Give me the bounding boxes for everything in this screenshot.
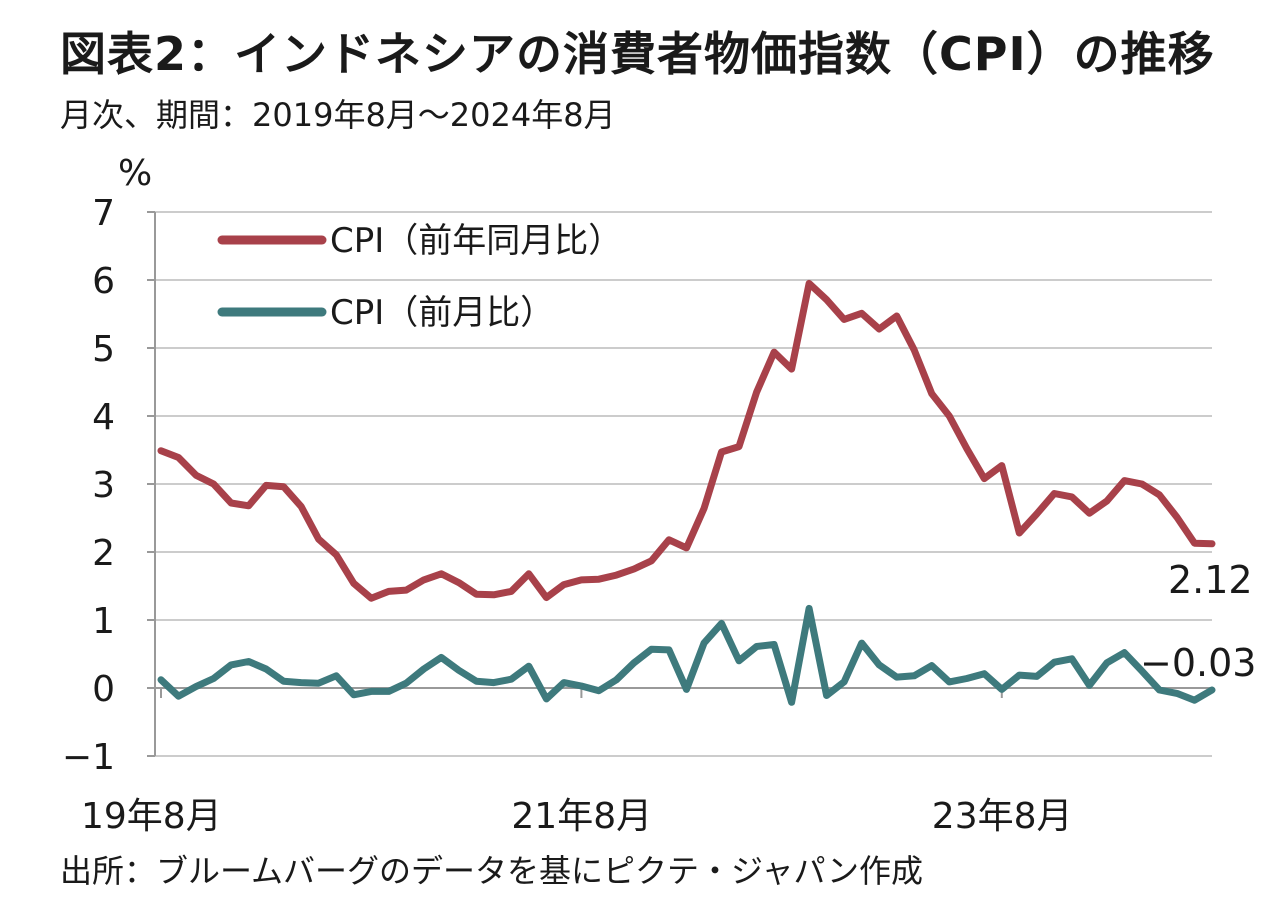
y-tick-label: 3: [92, 465, 115, 506]
gridlines: [155, 211, 1212, 757]
end-label-cpi-mom: −0.03: [1140, 641, 1256, 685]
y-tick-label: 4: [92, 397, 115, 438]
y-tick-label: 7: [92, 193, 115, 234]
legend-label-cpi-mom: CPI（前月比）: [330, 293, 554, 333]
chart-title: 図表2：インドネシアの消費者物価指数（CPI）の推移: [60, 27, 1215, 81]
x-tick-label: 19年8月: [81, 796, 222, 837]
y-tick-label: 0: [92, 669, 115, 710]
y-tick-label: 1: [92, 601, 115, 642]
legend: CPI（前年同月比） CPI（前月比）: [217, 221, 622, 333]
x-tick-labels: 19年8月 21年8月 23年8月: [81, 796, 1073, 837]
series-lines: [157, 279, 1216, 706]
y-tick-label: −1: [62, 737, 115, 778]
y-tick-label: 5: [92, 329, 115, 370]
y-tick-label: 2: [92, 533, 115, 574]
x-tick-label: 21年8月: [511, 796, 652, 837]
series-line-cpi-yoy: [157, 279, 1216, 602]
legend-label-cpi-yoy: CPI（前年同月比）: [330, 221, 622, 261]
y-tick-label: 6: [92, 261, 115, 302]
x-tick-label: 23年8月: [932, 796, 1073, 837]
chart-subtitle: 月次、期間：2019年8月～2024年8月: [60, 96, 616, 134]
end-value-labels: 2.12 −0.03: [1140, 558, 1256, 685]
source-note: 出所：ブルームバーグのデータを基にピクテ・ジャパン作成: [60, 852, 924, 890]
y-tick-labels: −1 0 1 2 3 4 5 6 7: [62, 193, 115, 778]
y-axis-unit-label: %: [118, 153, 152, 194]
end-label-cpi-yoy: 2.12: [1168, 558, 1253, 602]
series-line-cpi-mom: [157, 604, 1216, 706]
